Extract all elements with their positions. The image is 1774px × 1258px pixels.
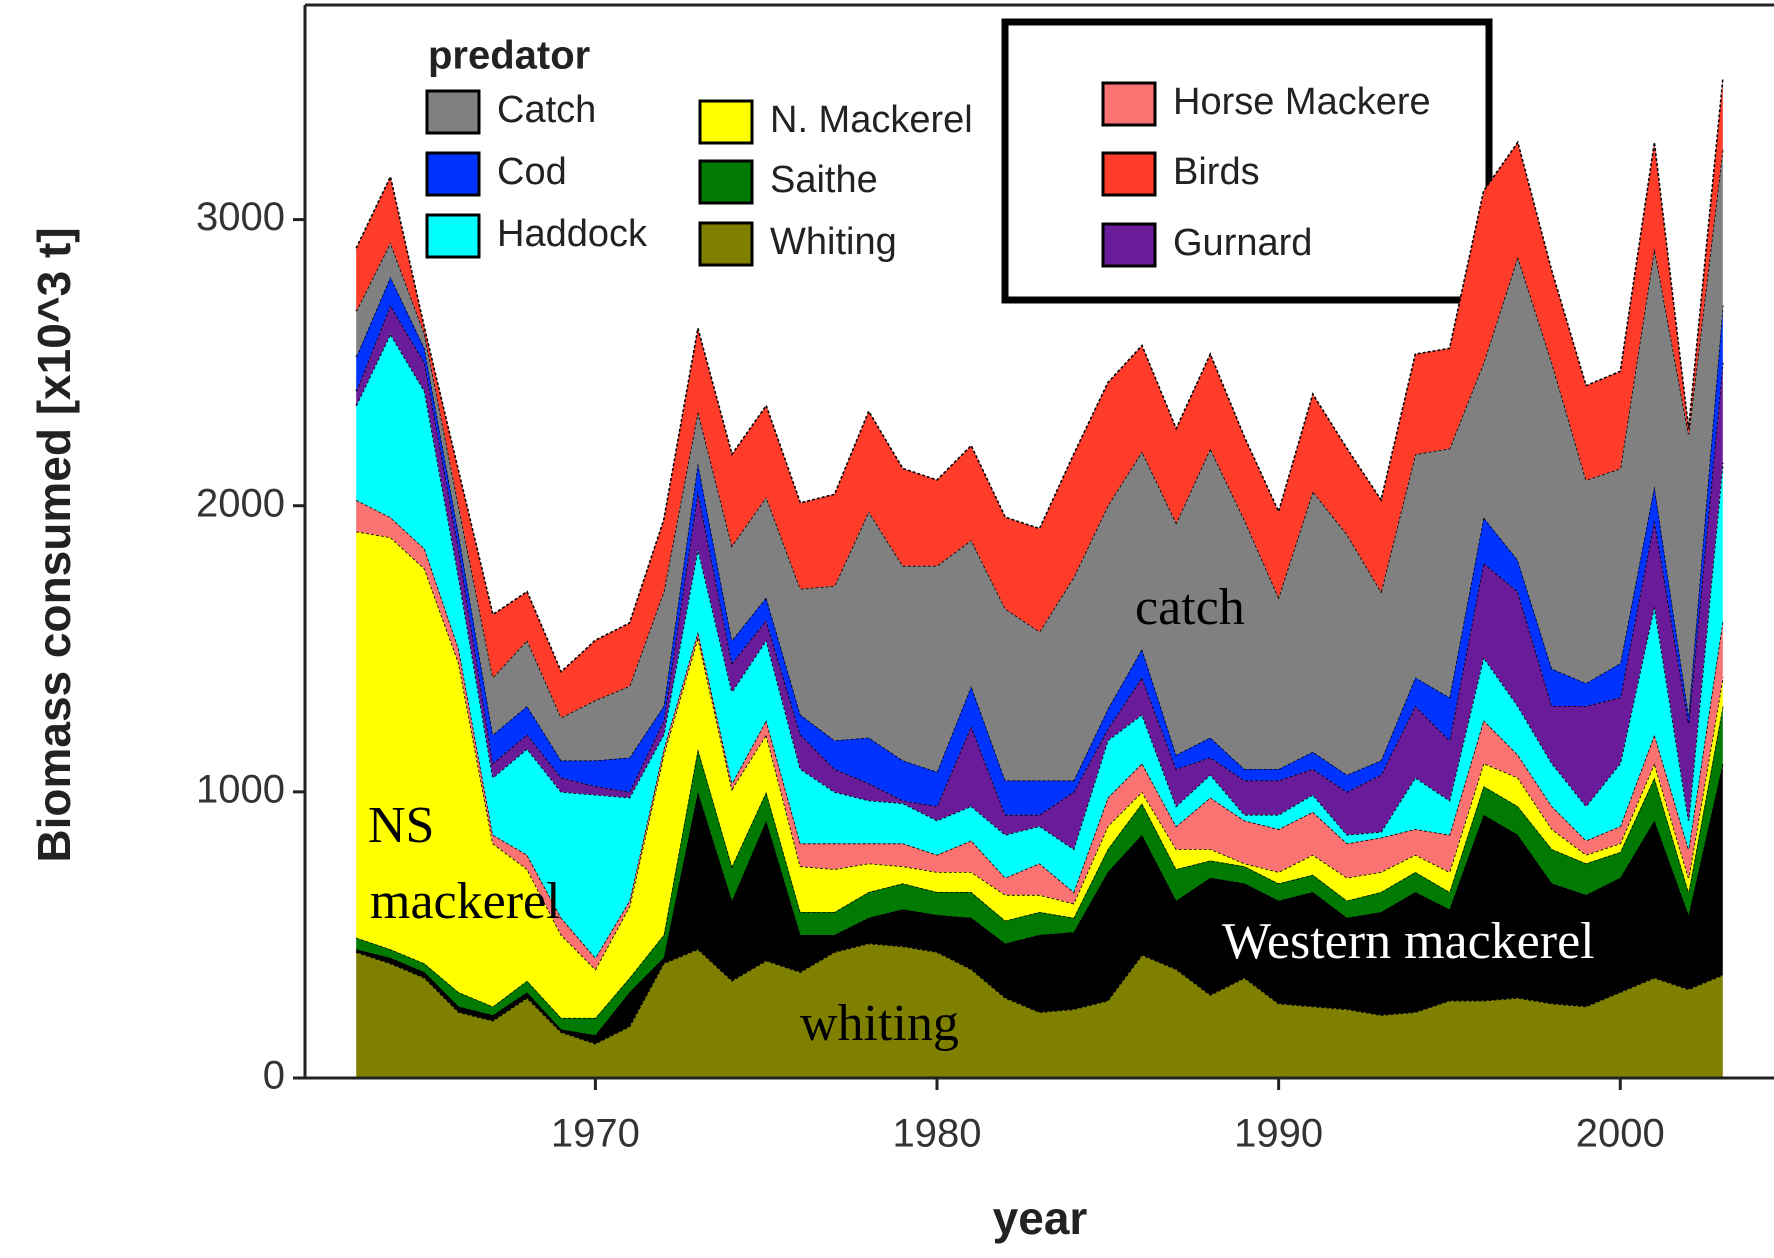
legend-label: Saithe <box>770 159 878 201</box>
legend-label: Catch <box>497 89 596 131</box>
x-tick-label: 1990 <box>1234 1112 1323 1156</box>
area <box>356 305 1723 850</box>
legend-swatch <box>425 213 481 259</box>
legend-box <box>1001 18 1493 304</box>
y-tick-label: 3000 <box>196 195 285 239</box>
legend-swatch <box>425 151 481 197</box>
annotation: NS <box>368 797 434 854</box>
area <box>356 763 1723 1044</box>
legend-label: N. Mackerel <box>770 99 973 141</box>
x-tick-label: 2000 <box>1576 1112 1665 1156</box>
legend-label: Birds <box>1173 151 1260 193</box>
area <box>356 500 1723 970</box>
legend-swatch <box>698 99 754 145</box>
x-tick-label: 1970 <box>551 1112 640 1156</box>
legend-label: Whiting <box>770 221 897 263</box>
legend-swatch <box>1101 151 1157 197</box>
area <box>356 706 1723 1036</box>
annotation: catch <box>1135 579 1245 636</box>
area <box>356 79 1723 718</box>
annotation: mackerel <box>370 873 561 930</box>
y-tick-label: 1000 <box>196 767 285 811</box>
legend-label: Haddock <box>497 213 648 255</box>
y-axis-title: Biomass consumed [x10^3 t] <box>28 227 80 862</box>
legend-label: Horse Mackere <box>1173 81 1431 123</box>
annotation: Western mackerel <box>1222 913 1595 970</box>
legend-title: predator <box>428 34 590 78</box>
legend-swatch <box>425 89 481 135</box>
area <box>356 943 1723 1078</box>
legend-swatch <box>698 159 754 205</box>
y-tick-label: 0 <box>263 1054 285 1098</box>
area <box>356 148 1723 781</box>
legend-swatch <box>1101 222 1157 268</box>
x-tick-label: 1980 <box>893 1112 982 1156</box>
area <box>356 276 1723 815</box>
plot-area <box>355 79 1724 1078</box>
x-axis-title: year <box>993 1192 1088 1244</box>
legend-label: Cod <box>497 151 567 193</box>
area <box>356 531 1723 1018</box>
legend-label: Gurnard <box>1173 222 1312 264</box>
legend-swatch <box>698 221 754 267</box>
area <box>356 334 1723 958</box>
legend-swatch <box>1101 81 1157 127</box>
y-tick-label: 2000 <box>196 481 285 525</box>
annotation: whiting <box>800 995 959 1052</box>
